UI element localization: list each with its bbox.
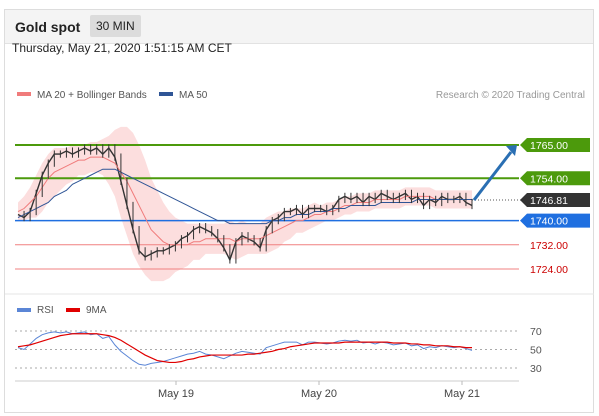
resistance-1-tag xyxy=(520,138,590,152)
timestamp: Thursday, May 21, 2020 1:51:15 AM CET xyxy=(12,41,232,55)
rsi-legend-swatch xyxy=(17,308,31,312)
price-legend: MA 20 + Bollinger Bands MA 50 Research ©… xyxy=(17,90,585,101)
current-price-label: 1746.81 xyxy=(530,195,568,207)
pivot-label: 1740.00 xyxy=(530,216,568,228)
x-tick-label: May 19 xyxy=(158,388,194,400)
price-line xyxy=(17,146,473,262)
rsi-line xyxy=(17,331,473,366)
ma20-legend-swatch xyxy=(17,92,31,96)
resistance-2-tag xyxy=(520,171,590,186)
research-credit: Research © 2020 Trading Central xyxy=(436,90,585,101)
rsi-legend: RSI 9MA xyxy=(17,305,107,316)
rsi-plot-area: 70 50 30 xyxy=(15,326,542,375)
x-tick-label: May 21 xyxy=(444,388,480,400)
resistance-1-label: 1765.00 xyxy=(530,140,568,152)
ma20-legend-label: MA 20 + Bollinger Bands xyxy=(37,90,147,101)
rsi-level-label-50: 50 xyxy=(530,345,542,357)
interval-badge[interactable]: 30 MIN xyxy=(90,15,141,37)
target-arrow-shaft xyxy=(472,151,513,201)
ma50-line xyxy=(17,168,472,225)
ma9-legend-label: 9MA xyxy=(86,305,107,316)
rsi-legend-label: RSI xyxy=(37,305,54,316)
price-plot-area xyxy=(15,126,524,282)
bollinger-band xyxy=(18,126,472,282)
support-1-label: 1732.00 xyxy=(530,240,568,252)
widget-header: Gold spot 30 MIN xyxy=(5,10,593,44)
ma20-line xyxy=(17,156,472,246)
ma9-legend-swatch xyxy=(66,308,80,312)
pivot-tag xyxy=(520,213,590,228)
x-axis-labels: May 19 May 20 May 21 xyxy=(158,381,480,400)
rsi-level-label-30: 30 xyxy=(530,363,542,375)
ma50-legend-label: MA 50 xyxy=(179,90,208,101)
resistance-2-label: 1754.00 xyxy=(530,173,568,185)
support-2-label: 1724.00 xyxy=(530,264,568,276)
rsi-level-label-70: 70 xyxy=(530,326,542,338)
target-arrow-head xyxy=(506,145,517,156)
instrument-title: Gold spot xyxy=(15,19,81,35)
current-price-tag xyxy=(520,193,590,208)
ma50-legend-swatch xyxy=(159,92,173,96)
price-level-labels: 1765.00 1754.00 1746.81 1740.00 1732.00 1724.… xyxy=(520,138,590,276)
rsi-ma9-line xyxy=(17,333,472,364)
x-tick-label: May 20 xyxy=(301,388,337,400)
